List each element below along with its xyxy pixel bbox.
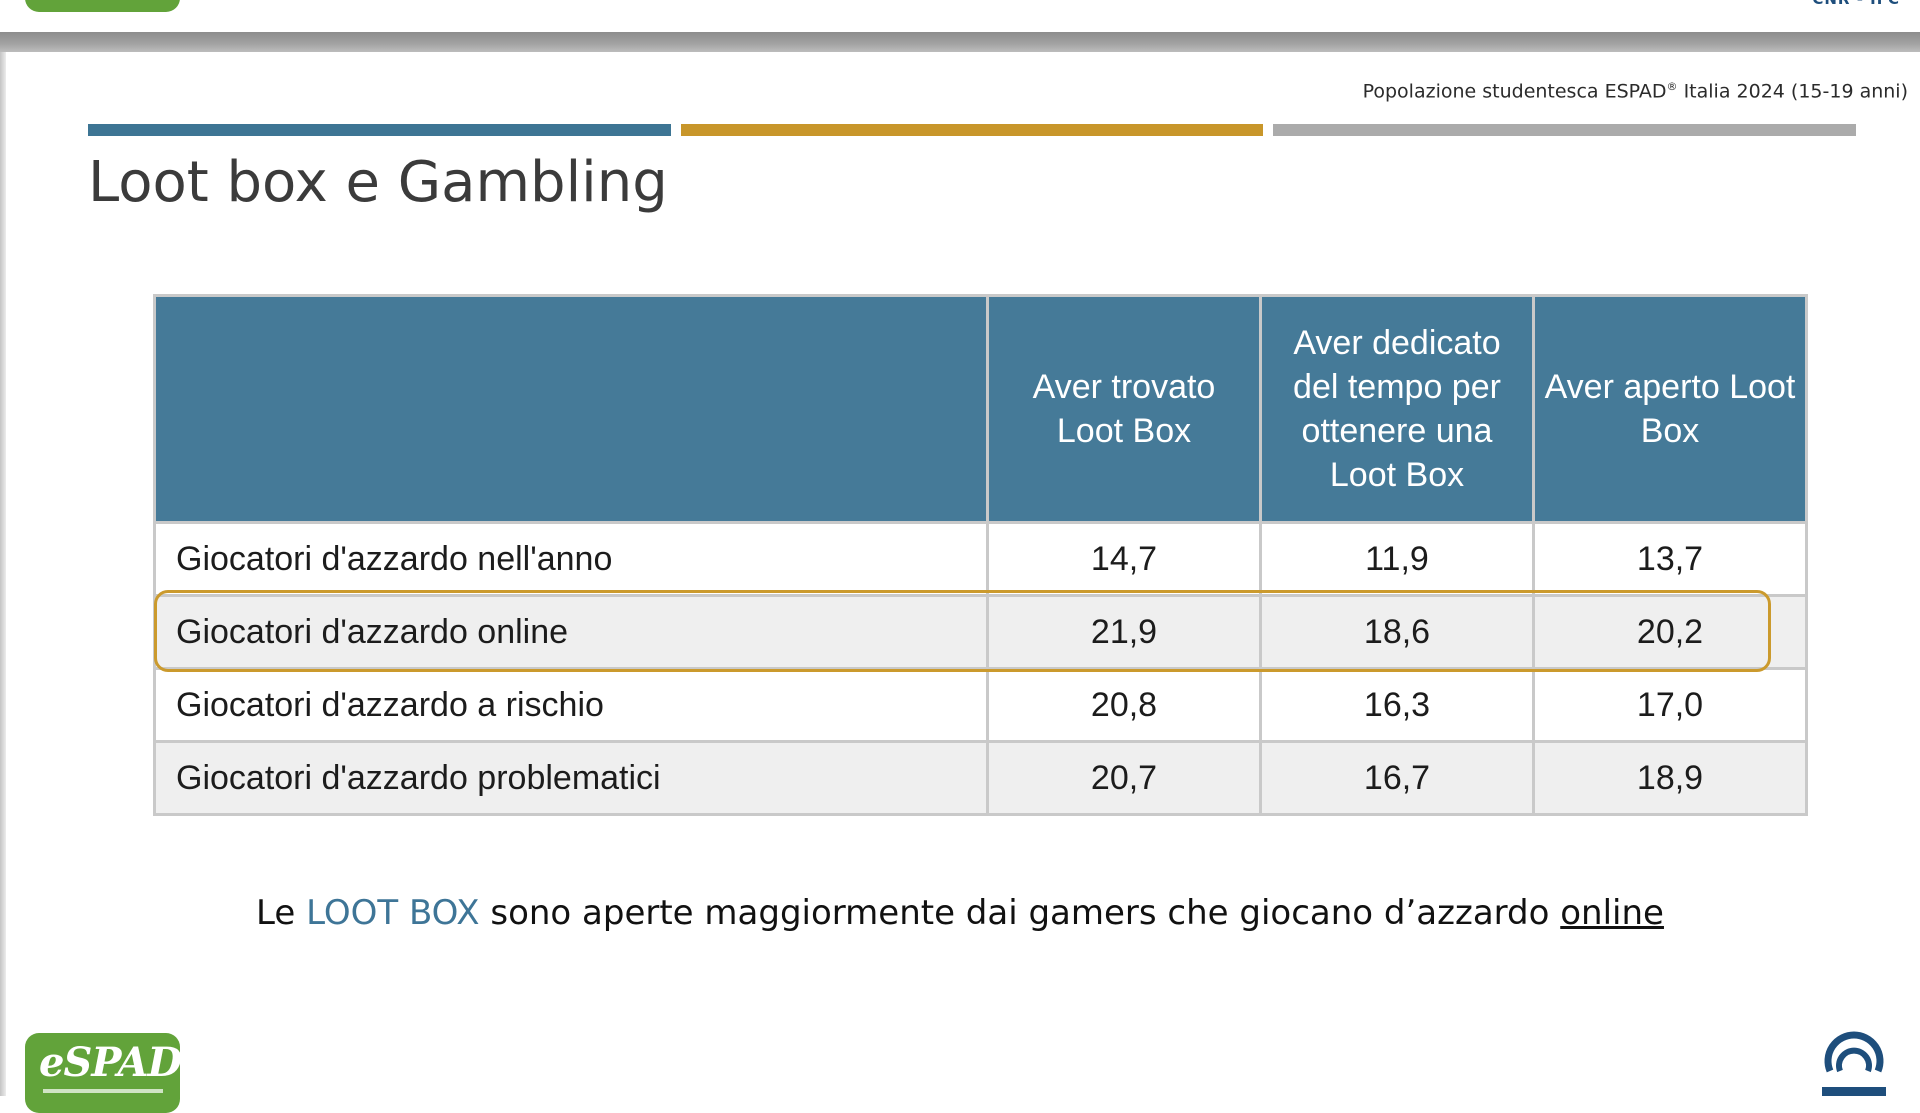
slide-caption: Le LOOT BOX sono aperte maggiormente dai… <box>0 893 1920 933</box>
cell-value: 17,0 <box>1532 667 1808 743</box>
column-header-time: Aver dedicato del tempo per ottenere una… <box>1259 294 1535 524</box>
slide-separator <box>0 32 1920 52</box>
registered-mark: ® <box>1666 80 1678 93</box>
accent-bar-gray <box>1273 124 1856 136</box>
row-label: Giocatori d'azzardo a rischio <box>153 667 989 743</box>
accent-bar-gold <box>681 124 1263 136</box>
table-row: Giocatori d'azzardo a rischio 20,8 16,3 … <box>153 667 1808 743</box>
cell-value: 18,6 <box>1259 594 1535 670</box>
row-label: Giocatori d'azzardo problematici <box>153 740 989 816</box>
table-row-highlighted: Giocatori d'azzardo online 21,9 18,6 20,… <box>153 594 1808 670</box>
caption-prefix: Le <box>256 893 296 933</box>
espad-logo-tagline <box>43 1089 163 1093</box>
cell-value: 20,7 <box>986 740 1262 816</box>
previous-slide-espad-logo <box>25 0 180 12</box>
cell-value: 11,9 <box>1259 521 1535 597</box>
cell-value: 20,8 <box>986 667 1262 743</box>
caption-keyword: LOOT BOX <box>306 893 480 933</box>
cnr-ifc-logo-icon <box>1822 1031 1886 1096</box>
column-header-found: Aver trovato Loot Box <box>986 294 1262 524</box>
cell-value: 16,3 <box>1259 667 1535 743</box>
loot-box-table: Aver trovato Loot Box Aver dedicato del … <box>153 294 1808 816</box>
accent-bar-blue <box>88 124 671 136</box>
subtitle-rest: Italia 2024 (15-19 anni) <box>1683 80 1908 103</box>
row-label: Giocatori d'azzardo online <box>153 594 989 670</box>
cell-value: 13,7 <box>1532 521 1808 597</box>
caption-underlined: online <box>1560 893 1664 933</box>
table-header-row: Aver trovato Loot Box Aver dedicato del … <box>153 294 1808 524</box>
previous-slide-fragment: CNR - IFC <box>0 0 1920 32</box>
cell-value: 20,2 <box>1532 594 1808 670</box>
caption-middle: sono aperte maggiormente dai gamers che … <box>490 893 1550 933</box>
table-header-corner <box>153 294 989 524</box>
previous-slide-cnr-label: CNR - IFC <box>1812 0 1900 8</box>
slide-subtitle: Popolazione studentesca ESPAD® Italia 20… <box>1363 80 1908 102</box>
espad-logo-icon: eSPAD <box>25 1033 180 1113</box>
espad-logo-text: eSPAD <box>39 1039 180 1086</box>
row-label: Giocatori d'azzardo nell'anno <box>153 521 989 597</box>
column-header-opened: Aver aperto Loot Box <box>1532 294 1808 524</box>
cell-value: 14,7 <box>986 521 1262 597</box>
subtitle-text: Popolazione studentesca ESPAD <box>1362 80 1667 103</box>
slide-title: Loot box e Gambling <box>88 150 668 215</box>
table-row: Giocatori d'azzardo problematici 20,7 16… <box>153 740 1808 816</box>
cell-value: 18,9 <box>1532 740 1808 816</box>
cell-value: 16,7 <box>1259 740 1535 816</box>
cell-value: 21,9 <box>986 594 1262 670</box>
table-row: Giocatori d'azzardo nell'anno 14,7 11,9 … <box>153 521 1808 597</box>
slide-left-edge <box>0 52 6 1096</box>
